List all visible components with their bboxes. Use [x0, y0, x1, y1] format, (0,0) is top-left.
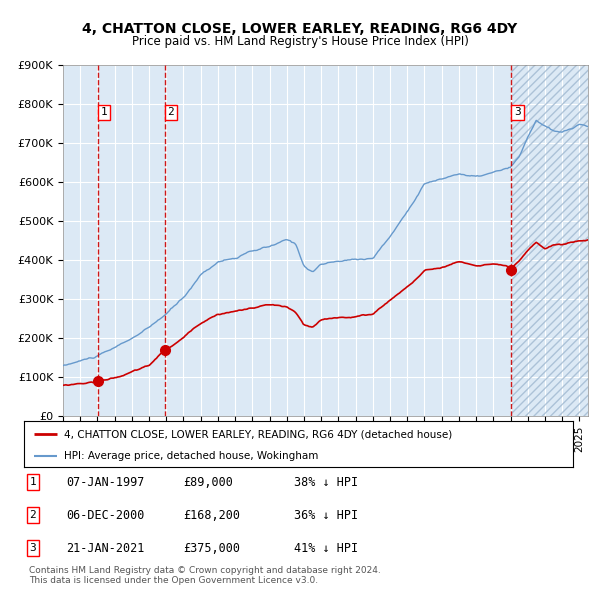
- Text: HPI: Average price, detached house, Wokingham: HPI: Average price, detached house, Woki…: [64, 451, 318, 461]
- Text: 3: 3: [514, 107, 521, 117]
- Text: 1: 1: [29, 477, 37, 487]
- Text: 4, CHATTON CLOSE, LOWER EARLEY, READING, RG6 4DY: 4, CHATTON CLOSE, LOWER EARLEY, READING,…: [82, 22, 518, 37]
- Text: 36% ↓ HPI: 36% ↓ HPI: [294, 509, 358, 522]
- Text: 4, CHATTON CLOSE, LOWER EARLEY, READING, RG6 4DY (detached house): 4, CHATTON CLOSE, LOWER EARLEY, READING,…: [64, 429, 452, 439]
- Text: Price paid vs. HM Land Registry's House Price Index (HPI): Price paid vs. HM Land Registry's House …: [131, 35, 469, 48]
- Text: 21-JAN-2021: 21-JAN-2021: [66, 542, 145, 555]
- Text: 1: 1: [101, 107, 107, 117]
- Text: £375,000: £375,000: [183, 542, 240, 555]
- Text: 3: 3: [29, 543, 37, 553]
- Text: £168,200: £168,200: [183, 509, 240, 522]
- Text: 38% ↓ HPI: 38% ↓ HPI: [294, 476, 358, 489]
- Text: 2: 2: [29, 510, 37, 520]
- Text: 2: 2: [167, 107, 174, 117]
- Text: 07-JAN-1997: 07-JAN-1997: [66, 476, 145, 489]
- Text: Contains HM Land Registry data © Crown copyright and database right 2024.
This d: Contains HM Land Registry data © Crown c…: [29, 566, 380, 585]
- Text: 06-DEC-2000: 06-DEC-2000: [66, 509, 145, 522]
- Text: 41% ↓ HPI: 41% ↓ HPI: [294, 542, 358, 555]
- Text: £89,000: £89,000: [183, 476, 233, 489]
- Bar: [511, 65, 588, 416]
